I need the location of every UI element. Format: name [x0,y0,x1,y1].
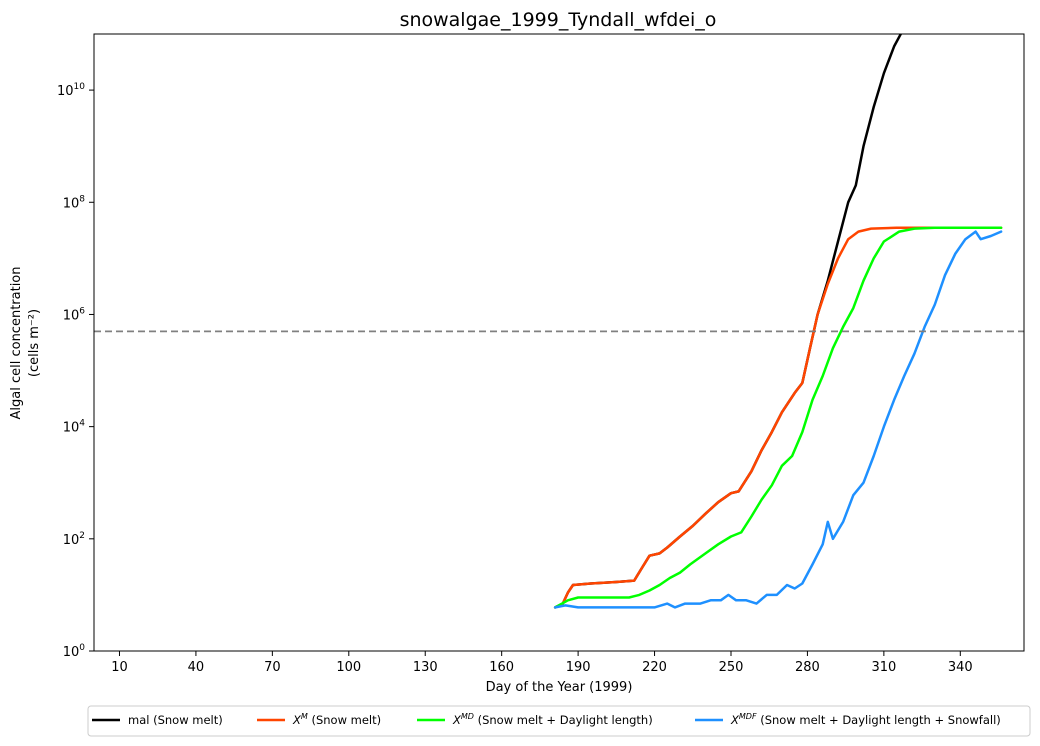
legend-label: mal (Snow melt) [128,713,223,727]
y-tick-label: 104 [63,419,86,436]
y-tick-label: 106 [63,306,86,323]
legend: mal (Snow melt) XM (Snow melt) XMD (Snow m… [87,705,1031,737]
x-tick-label: 130 [413,660,438,675]
chart-title: snowalgae_1999_Tyndall_wfdei_o [400,9,717,31]
y-axis: 100 102 104 106 108 1010 [57,82,94,660]
series-line-0 [553,34,903,609]
x-axis-label: Day of the Year (1999) [486,680,633,695]
x-tick-label: 70 [264,660,281,675]
x-tick-label: 220 [642,660,667,675]
y-tick-label: 1010 [57,82,85,99]
x-tick-label: 10 [111,660,128,675]
legend-box [87,705,1031,737]
x-tick-label: 250 [719,660,744,675]
x-tick-label: 340 [948,660,973,675]
series-layer [553,34,1003,609]
y-axis-label-line1: Algal cell concentration [9,266,24,419]
y-tick-label: 102 [63,531,85,548]
y-tick-label: 100 [63,643,86,660]
x-tick-label: 160 [489,660,514,675]
legend-label: XM (Snow melt) [292,712,381,727]
legend-label: XMD (Snow melt + Daylight length) [452,712,653,727]
x-tick-label: 310 [871,660,896,675]
series-line-1 [553,226,1003,609]
series-line-2 [553,226,1003,609]
y-axis-label: Algal cell concentration (cells m⁻²) [9,266,42,419]
y-axis-label-line2: (cells m⁻²) [27,309,42,377]
x-tick-label: 40 [188,660,205,675]
legend-label: XMDF (Snow melt + Daylight length + Snow… [730,712,1001,727]
x-tick-label: 190 [566,660,591,675]
x-tick-label: 100 [336,660,361,675]
series-line-3 [553,230,1003,609]
y-tick-label: 108 [63,194,86,211]
x-tick-label: 280 [795,660,820,675]
x-axis: 10 40 70 100 130 160 190 220 250 280 310 340 [111,651,973,675]
plot-frame [93,33,1025,652]
